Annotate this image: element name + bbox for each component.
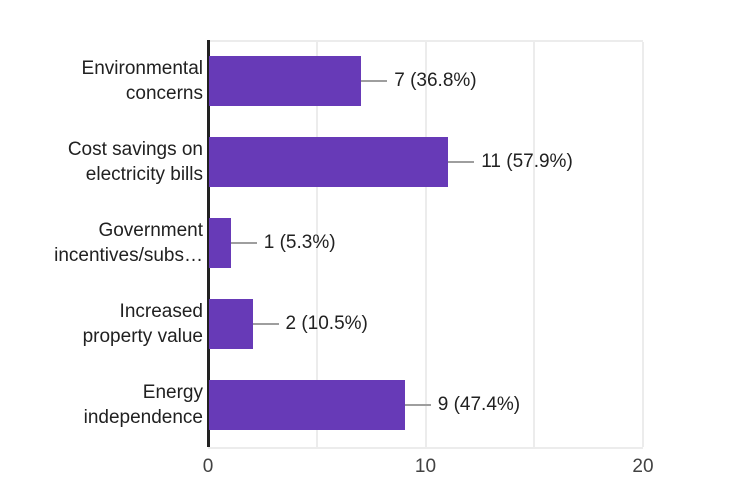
bar[interactable] <box>209 379 405 430</box>
category-label: Increased property value <box>82 300 203 347</box>
plot-area <box>208 40 644 449</box>
bar[interactable] <box>209 136 449 187</box>
callout-line <box>361 79 388 82</box>
gridline-x-20 <box>642 42 644 447</box>
x-tick-label-10: 10 <box>414 456 437 477</box>
category-label: Government incentives/subs… <box>54 219 203 266</box>
bar[interactable] <box>209 55 362 106</box>
bar-value-label: 11 (57.9%) <box>481 150 573 172</box>
bar-row: Energy independence 9 (47.4%) <box>0 364 729 445</box>
gridline-x-15 <box>533 42 536 447</box>
callout-line <box>448 160 475 163</box>
bar-value-label: 1 (5.3%) <box>263 231 336 253</box>
category-label: Cost savings on electricity bills <box>67 138 203 185</box>
callout-line <box>404 403 431 406</box>
bar[interactable] <box>209 217 231 268</box>
bar[interactable] <box>209 298 253 349</box>
x-tick-label-0: 0 <box>202 456 214 477</box>
bar-row: Environmental concerns 7 (36.8%) <box>0 40 729 121</box>
bar-value-label: 2 (10.5%) <box>285 312 368 334</box>
bar-value-label: 9 (47.4%) <box>437 393 521 415</box>
bar-row: Cost savings on electricity bills 11 (57.… <box>0 121 729 202</box>
y-axis-baseline <box>207 40 210 447</box>
callout-line <box>230 241 257 244</box>
category-label: Energy independence <box>83 381 203 428</box>
callout-line <box>252 322 279 325</box>
gridline-x-10 <box>424 42 427 447</box>
bar-row: Increased property value 2 (10.5%) <box>0 283 729 364</box>
category-label: Environmental concerns <box>81 57 203 104</box>
bar-value-label: 7 (36.8%) <box>394 69 477 91</box>
bar-row: Government incentives/subs… 1 (5.3%) <box>0 202 729 283</box>
gridline-x-5 <box>315 42 318 447</box>
x-tick-label-20: 20 <box>632 456 654 477</box>
